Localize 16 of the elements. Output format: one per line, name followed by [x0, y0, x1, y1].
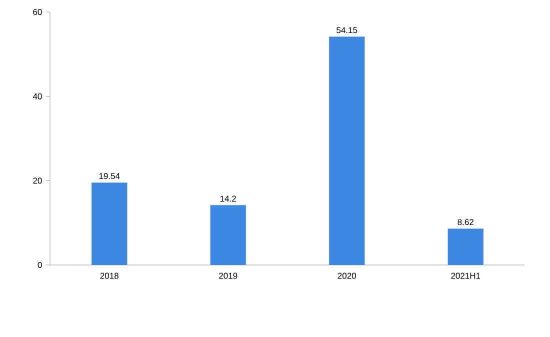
- data-label: 8.62: [458, 219, 474, 226]
- data-label: 14.2: [220, 196, 236, 202]
- bar: [92, 182, 128, 265]
- data-label: 54.15: [336, 27, 358, 34]
- y-tick-label: 60: [33, 8, 42, 15]
- bar: [210, 205, 246, 265]
- x-tick-label: 2018: [100, 272, 118, 279]
- y-tick-label: 20: [33, 178, 42, 184]
- data-label: 19.54: [99, 173, 120, 180]
- x-tick-label: 2019: [219, 272, 238, 279]
- bar: [329, 36, 365, 265]
- x-tick-label: 2021H1: [451, 272, 480, 279]
- y-tick-label: 40: [32, 93, 42, 100]
- y-tick-label: 0: [38, 262, 42, 268]
- x-tick-label: 2020: [338, 272, 356, 279]
- bar: [448, 228, 484, 265]
